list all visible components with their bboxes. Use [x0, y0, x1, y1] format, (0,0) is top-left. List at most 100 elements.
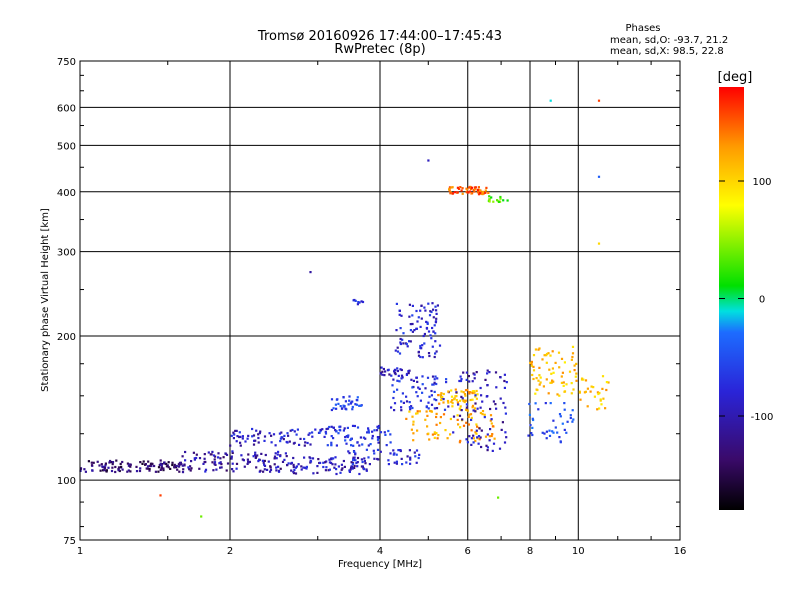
data-point [263, 459, 266, 462]
data-point [343, 427, 346, 430]
data-point [417, 386, 420, 389]
data-point [107, 466, 110, 469]
data-point [347, 403, 350, 406]
data-point [348, 469, 351, 472]
data-point [472, 441, 475, 444]
data-point [491, 433, 494, 436]
data-point [371, 437, 374, 440]
data-point [323, 435, 326, 438]
data-point [531, 426, 534, 429]
data-point [159, 462, 162, 465]
data-point [348, 470, 351, 473]
data-point [335, 398, 338, 401]
data-point [322, 461, 325, 464]
data-point [465, 438, 468, 441]
data-point [478, 427, 481, 430]
y-tick-label: 500 [57, 141, 76, 152]
data-point [285, 455, 288, 458]
data-point [354, 403, 357, 406]
data-point [481, 413, 484, 416]
data-point [273, 463, 276, 466]
data-point [415, 327, 418, 330]
y-tick-label: 400 [57, 188, 76, 199]
data-point [494, 371, 498, 374]
data-point [420, 304, 423, 307]
data-point [387, 429, 390, 433]
data-point [409, 408, 412, 411]
data-point [406, 345, 409, 348]
data-point [405, 372, 409, 376]
data-point [573, 364, 576, 367]
data-point [352, 444, 355, 447]
data-point [294, 472, 298, 475]
data-point [202, 462, 205, 465]
data-point [211, 461, 214, 464]
data-point [503, 379, 506, 383]
data-point [340, 407, 344, 410]
data-point [284, 452, 287, 455]
data-point [556, 431, 559, 434]
data-point [398, 380, 401, 383]
data-point [408, 315, 411, 318]
data-point [560, 381, 563, 384]
data-point [273, 457, 276, 460]
data-point [389, 433, 392, 436]
data-point [344, 400, 347, 403]
data-point [275, 469, 278, 472]
data-point [291, 428, 294, 432]
data-point [290, 469, 293, 472]
data-point [427, 302, 430, 305]
data-point [571, 345, 575, 348]
data-point [274, 444, 277, 447]
data-point [246, 462, 249, 465]
data-point [350, 437, 353, 440]
data-point [572, 418, 575, 421]
data-point [251, 435, 254, 438]
data-point [399, 327, 402, 330]
data-point [490, 422, 493, 425]
data-point [308, 432, 311, 435]
data-point [503, 441, 507, 444]
data-point [560, 375, 563, 378]
data-point [434, 305, 437, 308]
data-point [330, 461, 333, 464]
x-axis-label: Frequency [MHz] [338, 559, 422, 570]
data-point [400, 374, 404, 377]
data-point [400, 377, 403, 380]
data-point [371, 434, 374, 438]
data-point [399, 341, 402, 344]
data-point [473, 190, 476, 193]
data-point [408, 401, 411, 404]
data-point [425, 410, 428, 413]
data-point [426, 376, 430, 379]
data-point [452, 398, 456, 401]
data-point [411, 330, 414, 333]
data-point [324, 461, 327, 464]
data-point [415, 391, 418, 394]
data-point [474, 431, 477, 434]
data-point [482, 192, 485, 195]
data-point [269, 470, 272, 473]
data-point [428, 314, 432, 317]
data-point [334, 429, 337, 432]
data-point [531, 373, 534, 377]
data-point [495, 386, 498, 389]
data-point [563, 402, 566, 405]
data-point [392, 390, 396, 393]
data-point [111, 466, 114, 469]
data-point [90, 461, 93, 464]
data-point [454, 388, 457, 391]
data-point [261, 459, 264, 462]
data-point [409, 456, 412, 459]
data-point [411, 415, 414, 418]
data-point [534, 402, 537, 405]
data-point [443, 408, 447, 411]
data-point [469, 413, 473, 416]
x-tick-label: 10 [572, 546, 585, 557]
data-point [390, 406, 393, 409]
data-point [410, 378, 413, 381]
data-point [539, 381, 542, 384]
data-point [428, 409, 432, 413]
data-point [427, 401, 430, 404]
data-point [289, 429, 292, 432]
